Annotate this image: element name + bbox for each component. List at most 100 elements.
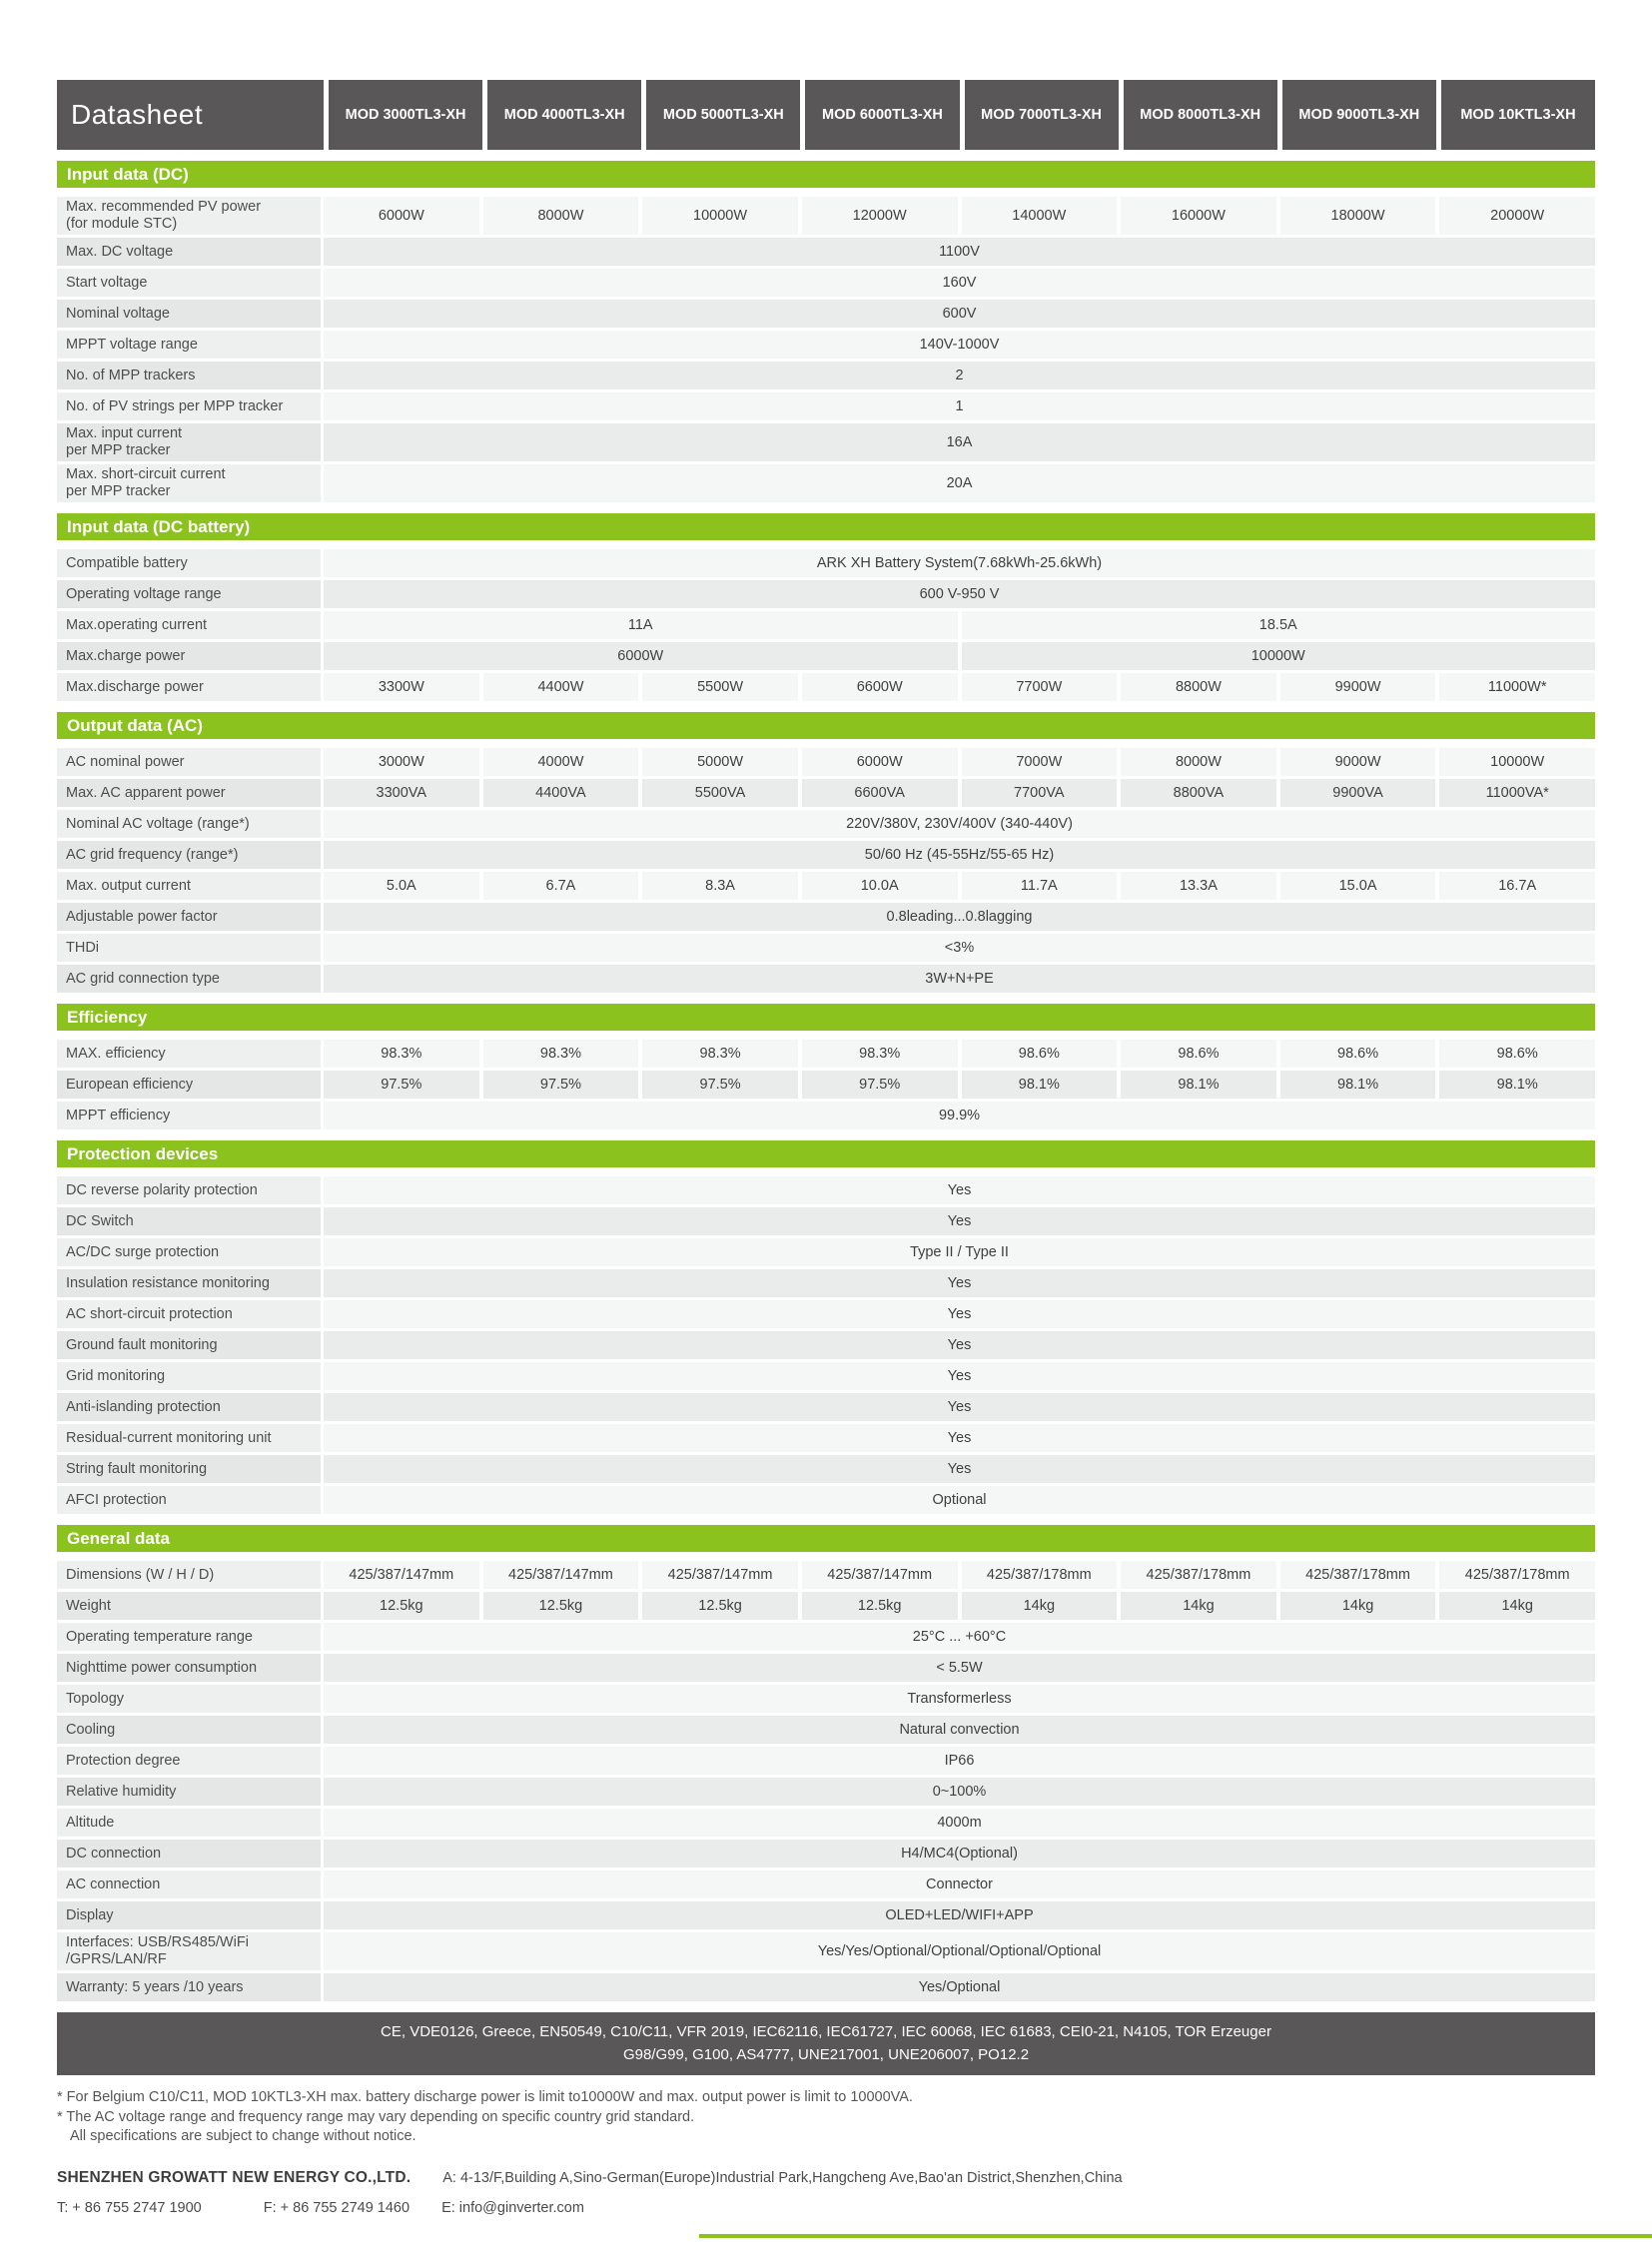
value-cell: 425/387/178mm xyxy=(1439,1561,1595,1589)
model-header-5: MOD 7000TL3-XH xyxy=(964,80,1119,150)
value-cell: 14kg xyxy=(1121,1592,1276,1620)
value-cell: 98.6% xyxy=(961,1040,1118,1068)
spec-values: Yes xyxy=(324,1300,1595,1328)
spec-label: Max. AC apparent power xyxy=(57,779,321,807)
spec-label: MPPT efficiency xyxy=(57,1102,321,1129)
value-cell: 425/387/147mm xyxy=(324,1561,479,1589)
spec-label: Max. recommended PV power (for module ST… xyxy=(57,197,321,235)
value-cell-merged: 160V xyxy=(324,269,1595,297)
spec-values: 12.5kg 12.5kg 12.5kg 12.5kg 14kg 14kg 14kg 14kg xyxy=(324,1592,1595,1620)
value-cell-merged: Type II / Type II xyxy=(324,1238,1595,1266)
spec-values: ARK XH Battery System(7.68kWh-25.6kWh) xyxy=(324,549,1595,577)
value-cell-merged: 600 V-950 V xyxy=(324,580,1595,608)
spec-row: Cooling Natural convection xyxy=(57,1716,1595,1744)
value-cell: 12.5kg xyxy=(642,1592,798,1620)
spec-values: 4000m xyxy=(324,1809,1595,1837)
value-cell: 10000W xyxy=(642,197,798,235)
value-cell: 7700VA xyxy=(961,779,1118,807)
spec-values: H4/MC4(Optional) xyxy=(324,1840,1595,1868)
model-header-3: MOD 5000TL3-XH xyxy=(646,80,801,150)
value-cell: 98.3% xyxy=(324,1040,479,1068)
value-cell: 8000W xyxy=(1121,748,1276,776)
spec-label: Nominal AC voltage (range*) xyxy=(57,810,321,838)
footer-company-line: SHENZHEN GROWATT NEW ENERGY CO.,LTD. A: … xyxy=(57,2169,1652,2187)
value-cell: 11000VA* xyxy=(1439,779,1595,807)
section-title: Input data (DC) xyxy=(67,164,189,184)
spec-row: Max.discharge power 3300W 4400W 5500W 6600W 7… xyxy=(57,673,1595,701)
spec-values: 160V xyxy=(324,269,1595,297)
value-cell-merged: Yes xyxy=(324,1393,1595,1421)
value-cell: 4400VA xyxy=(482,779,639,807)
section-title: General data xyxy=(67,1528,170,1548)
value-cell: 10.0A xyxy=(801,872,958,900)
spec-row: AC grid frequency (range*) 50/60 Hz (45-5… xyxy=(57,841,1595,869)
value-cell: 97.5% xyxy=(642,1071,798,1099)
spec-label: AC nominal power xyxy=(57,748,321,776)
spec-label: AC/DC surge protection xyxy=(57,1238,321,1266)
value-cell: 98.6% xyxy=(1279,1040,1436,1068)
value-cell-merged: 50/60 Hz (45-55Hz/55-65 Hz) xyxy=(324,841,1595,869)
spec-label: Adjustable power factor xyxy=(57,903,321,931)
value-cell-merged: Optional xyxy=(324,1486,1595,1514)
spec-values: 3W+N+PE xyxy=(324,965,1595,993)
value-cell: 11A xyxy=(324,611,958,639)
spec-values: 3300VA 4400VA 5500VA 6600VA 7700VA 8800VA 9900… xyxy=(324,779,1595,807)
value-cell: 15.0A xyxy=(1279,872,1436,900)
spec-label: No. of MPP trackers xyxy=(57,362,321,389)
spec-row: AC nominal power 3000W 4000W 5000W 6000W 7000… xyxy=(57,748,1595,776)
section-title: Output data (AC) xyxy=(67,715,203,735)
value-cell-merged: ARK XH Battery System(7.68kWh-25.6kWh) xyxy=(324,549,1595,577)
spec-label: Relative humidity xyxy=(57,1778,321,1806)
value-cell: 8.3A xyxy=(642,872,798,900)
spec-values: 25°C ... +60°C xyxy=(324,1623,1595,1651)
value-cell-merged: 600V xyxy=(324,300,1595,328)
value-cell: 98.1% xyxy=(1121,1071,1276,1099)
spec-row: Display OLED+LED/WIFI+APP xyxy=(57,1901,1595,1929)
footnote: * The AC voltage range and frequency ran… xyxy=(57,2108,695,2125)
phone-number: T: + 86 755 2747 1900 xyxy=(57,2200,202,2216)
value-cell-merged: < 5.5W xyxy=(324,1654,1595,1682)
value-cell-merged: Yes/Optional xyxy=(324,1973,1595,2001)
value-cell-merged: Yes xyxy=(324,1362,1595,1390)
section-header: Input data (DC) xyxy=(57,161,1595,188)
spec-row: THDi <3% xyxy=(57,934,1595,962)
value-cell-merged: 16A xyxy=(324,423,1595,461)
value-cell: 11000W* xyxy=(1439,673,1595,701)
spec-label: Insulation resistance monitoring xyxy=(57,1269,321,1297)
value-cell: 5000W xyxy=(642,748,798,776)
value-cell: 12.5kg xyxy=(324,1592,479,1620)
spec-row: Ground fault monitoring Yes xyxy=(57,1331,1595,1359)
spec-values: 97.5% 97.5% 97.5% 97.5% 98.1% 98.1% 98.1% 98.1% xyxy=(324,1071,1595,1099)
footnote: * For Belgium C10/C11, MOD 10KTL3-XH max… xyxy=(57,2089,913,2105)
value-cell: 12.5kg xyxy=(482,1592,639,1620)
value-cell: 12.5kg xyxy=(801,1592,958,1620)
company-name: SHENZHEN GROWATT NEW ENERGY CO.,LTD. xyxy=(57,2169,412,2186)
spec-row: DC reverse polarity protection Yes xyxy=(57,1176,1595,1204)
spec-row: Topology Transformerless xyxy=(57,1685,1595,1713)
spec-values: Yes xyxy=(324,1269,1595,1297)
value-cell-merged: Natural convection xyxy=(324,1716,1595,1744)
datasheet-title-box: Datasheet xyxy=(57,80,324,150)
spec-row: AC grid connection type 3W+N+PE xyxy=(57,965,1595,993)
value-cell: 98.1% xyxy=(1279,1071,1436,1099)
value-cell: 16.7A xyxy=(1439,872,1595,900)
value-cell: 3300W xyxy=(324,673,479,701)
model-header-6: MOD 8000TL3-XH xyxy=(1123,80,1277,150)
spec-row: Anti-islanding protection Yes xyxy=(57,1393,1595,1421)
spec-row: Nighttime power consumption < 5.5W xyxy=(57,1654,1595,1682)
value-cell: 5500W xyxy=(642,673,798,701)
value-cell: 9900VA xyxy=(1279,779,1436,807)
spec-label: Max. output current xyxy=(57,872,321,900)
spec-values: Yes/Yes/Optional/Optional/Optional/Optio… xyxy=(324,1932,1595,1970)
spec-row: Interfaces: USB/RS485/WiFi /GPRS/LAN/RF Y… xyxy=(57,1932,1595,1970)
footer-contact-line: T: + 86 755 2747 1900 F: + 86 755 2749 1… xyxy=(57,2200,1652,2216)
spec-label: Interfaces: USB/RS485/WiFi /GPRS/LAN/RF xyxy=(57,1932,321,1970)
value-cell: 98.3% xyxy=(801,1040,958,1068)
model-header-8: MOD 10KTL3-XH xyxy=(1440,80,1595,150)
spec-row: Altitude 4000m xyxy=(57,1809,1595,1837)
spec-values: 140V-1000V xyxy=(324,331,1595,359)
spec-row: Max. input current per MPP tracker 16A xyxy=(57,423,1595,461)
spec-values: 600V xyxy=(324,300,1595,328)
section-header: Protection devices xyxy=(57,1140,1595,1167)
spec-label: DC Switch xyxy=(57,1207,321,1235)
